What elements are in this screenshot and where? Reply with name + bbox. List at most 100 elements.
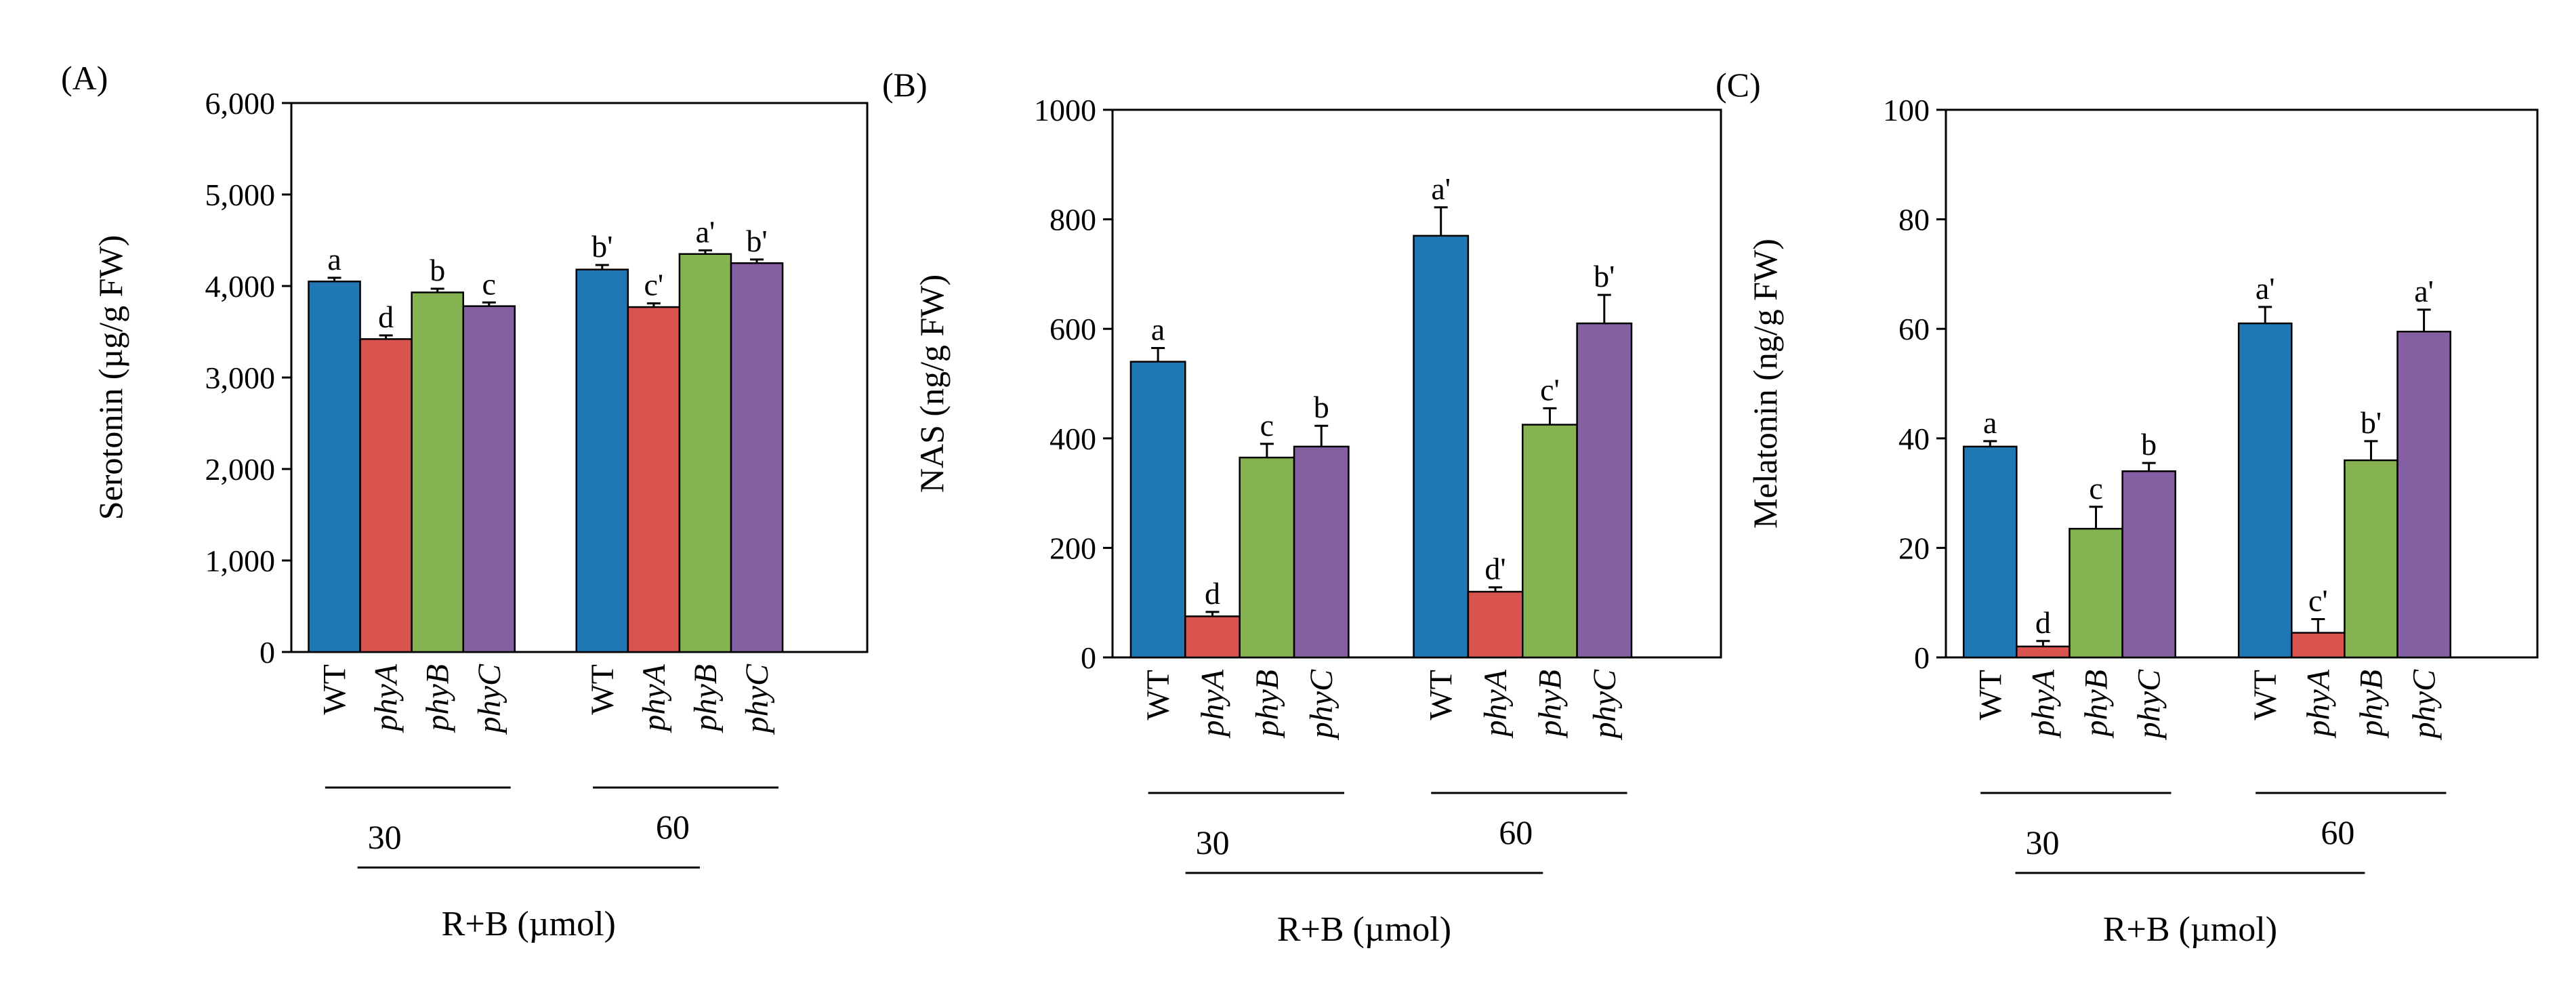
bar-phyA-60 <box>1467 590 1524 659</box>
significance-letter: d <box>1205 576 1220 611</box>
significance-letter: a <box>327 242 341 277</box>
y-axis-label: Melatonin (ng/g FW) <box>1746 239 1784 529</box>
significance-letter: c' <box>1540 372 1560 407</box>
y-tick-label: 3,000 <box>205 361 276 395</box>
significance-letter: b' <box>591 229 612 264</box>
bar-phyB-30 <box>2069 527 2123 659</box>
significance-letter: c' <box>644 268 664 302</box>
bar-phyC-60 <box>730 262 784 653</box>
panel-label: (A) <box>61 59 108 97</box>
group-label-30: 30 <box>1196 823 1230 861</box>
y-tick-label: 100 <box>1883 93 1930 127</box>
y-tick-label: 400 <box>1050 422 1096 456</box>
significance-letter: a' <box>2414 274 2434 308</box>
panel-b: (B) 0 200 400 600 800 1000 NAS (ng/g FW) a WT d phy… <box>882 66 1722 949</box>
y-tick-label: 0 <box>259 635 275 670</box>
category-tick-label: phyC <box>739 664 775 735</box>
y-tick-label: 600 <box>1050 312 1096 346</box>
category-tick-label: WT <box>317 664 353 715</box>
category-tick-label: phyA <box>1478 669 1514 738</box>
category-tick-label: phyB <box>1532 670 1568 739</box>
category-tick-label: WT <box>1140 670 1176 720</box>
category-tick-label: phyC <box>2132 669 2167 740</box>
bar-phyB-60 <box>2344 459 2398 659</box>
panel-label: (B) <box>882 66 928 104</box>
significance-letter: b <box>1314 390 1329 424</box>
x-axis-label: R+B (µmol) <box>2103 910 2277 949</box>
category-tick-label: phyC <box>472 664 507 735</box>
category-tick-label: phyC <box>1304 669 1339 740</box>
significance-letter: a' <box>2256 271 2275 306</box>
category-tick-label: WT <box>1424 670 1459 720</box>
panel-a: (A) 0 1,000 2,000 3,000 4,000 5,000 6,000 Seroto… <box>61 59 869 943</box>
significance-letter: a <box>1151 312 1165 346</box>
significance-letter: b <box>430 253 445 287</box>
y-tick-label: 1000 <box>1034 93 1096 127</box>
y-tick-label: 0 <box>1914 640 1930 675</box>
bar-phyC-30 <box>1293 445 1350 659</box>
significance-letter: a' <box>1431 171 1451 206</box>
y-tick-label: 80 <box>1898 203 1930 237</box>
category-tick-label: WT <box>2247 670 2283 720</box>
significance-letter: a' <box>696 214 715 249</box>
bar-WT-30 <box>1129 361 1186 659</box>
category-tick-label: phyA <box>369 664 404 733</box>
bar-phyB-60 <box>1522 424 1578 659</box>
category-tick-label: phyB <box>688 664 724 733</box>
category-tick-label: phyA <box>636 664 672 733</box>
bar-phyA-30 <box>1184 615 1241 659</box>
y-tick-label: 40 <box>1898 422 1930 456</box>
significance-letter: d <box>2035 605 2051 640</box>
significance-letter: b <box>2141 427 2157 462</box>
category-tick-label: phyB <box>2079 670 2115 739</box>
y-axis-label: NAS (ng/g FW) <box>913 274 951 493</box>
bar-phyA-30 <box>2016 645 2071 659</box>
y-tick-label: 60 <box>1898 312 1930 346</box>
bar-phyB-30 <box>411 291 464 653</box>
panel-label: (C) <box>1716 66 1761 104</box>
category-tick-label: phyA <box>2300 669 2336 738</box>
y-tick-label: 800 <box>1050 203 1096 237</box>
significance-letter: b' <box>746 224 767 258</box>
bar-WT-60 <box>1413 235 1470 659</box>
group-label-30: 30 <box>368 818 402 856</box>
category-tick-label: phyA <box>2025 669 2061 738</box>
group-label-30: 30 <box>2025 823 2059 861</box>
bar-phyC-60 <box>2396 330 2451 659</box>
significance-letter: c <box>2089 471 2102 506</box>
group-label-60: 60 <box>2321 813 2354 851</box>
y-tick-label: 20 <box>1898 531 1930 565</box>
bar-WT-60 <box>2237 322 2293 659</box>
bar-phyA-60 <box>2291 632 2346 659</box>
category-tick-label: phyB <box>1249 670 1285 739</box>
category-tick-label: WT <box>1972 670 2008 720</box>
bar-phyA-30 <box>359 338 413 653</box>
significance-letter: b' <box>2361 405 2382 440</box>
group-label-60: 60 <box>656 808 690 846</box>
y-tick-label: 4,000 <box>205 269 276 304</box>
bar-phyC-30 <box>2121 470 2176 659</box>
x-axis-label: R+B (µmol) <box>1277 910 1451 949</box>
category-tick-label: WT <box>585 664 621 715</box>
y-axis-label: Serotonin (µg/g FW) <box>91 235 129 520</box>
y-tick-label: 1,000 <box>205 544 276 578</box>
bar-phyC-30 <box>462 305 516 653</box>
significance-letter: c <box>1260 408 1274 443</box>
bar-WT-30 <box>1962 445 2018 659</box>
y-tick-label: 2,000 <box>205 452 276 487</box>
significance-letter: a <box>1983 405 1997 440</box>
category-tick-label: phyC <box>2407 669 2443 740</box>
bar-phyA-60 <box>627 306 681 653</box>
bar-phyB-60 <box>678 253 732 653</box>
category-tick-label: phyA <box>1194 669 1230 738</box>
significance-letter: d' <box>1484 552 1505 586</box>
significance-letter: d <box>378 300 394 334</box>
bar-phyC-60 <box>1576 322 1633 659</box>
bar-WT-30 <box>308 281 361 653</box>
x-axis-label: R+B (µmol) <box>442 905 616 943</box>
significance-letter: b' <box>1594 259 1615 293</box>
group-label-60: 60 <box>1499 813 1533 851</box>
bar-phyB-30 <box>1239 456 1295 659</box>
